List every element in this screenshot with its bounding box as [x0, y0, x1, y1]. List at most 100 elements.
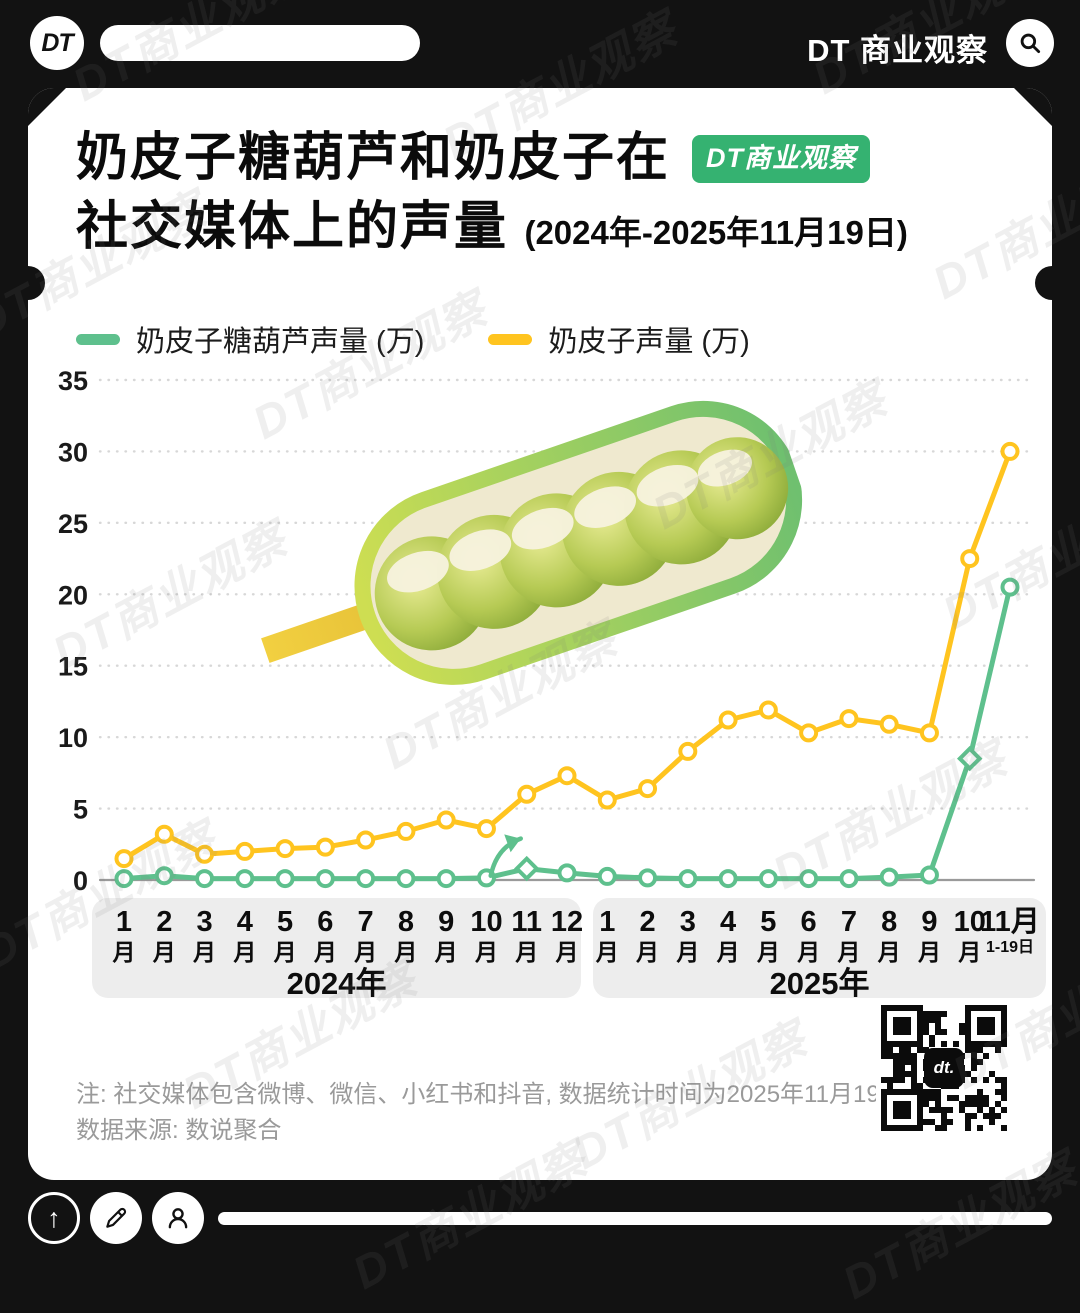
edit-button[interactable]: [90, 1192, 142, 1244]
y-tick-label: 30: [58, 437, 88, 467]
data-point: [114, 869, 134, 889]
data-source: 数据来源: 数说聚合: [76, 1117, 282, 1144]
data-point: [960, 549, 980, 569]
qr-code: dt.: [876, 1000, 1012, 1136]
legend-label: 奶皮子糖葫芦声量 (万): [136, 326, 425, 358]
data-point: [195, 869, 215, 889]
data-point: [638, 779, 658, 799]
dt-logo: DT: [30, 16, 84, 70]
month-label: 11 月: [511, 906, 543, 966]
data-point: [513, 855, 540, 882]
data-point: [154, 824, 174, 844]
profile-button[interactable]: [152, 1192, 204, 1244]
data-point: [356, 869, 376, 889]
data-point: [476, 819, 496, 839]
data-point: [517, 784, 537, 804]
data-point: [718, 869, 738, 889]
data-point: [436, 810, 456, 830]
data-point: [758, 869, 778, 889]
legend-item-naipizi: 奶皮子声量 (万): [488, 318, 750, 360]
data-point: [114, 849, 134, 869]
footnote: 注: 社交媒体包含微博、微信、小红书和抖音, 数据统计时间为2025年11月19…: [76, 1081, 904, 1108]
data-point: [1000, 441, 1020, 461]
data-point: [678, 741, 698, 761]
year-label: 2025年: [769, 966, 870, 1001]
scroll-top-button[interactable]: ↑: [28, 1192, 80, 1244]
chart-title: 奶皮子糖葫芦和奶皮子在 DT商业观察 社交媒体上的声量 (2024年-2025年1…: [76, 124, 1016, 261]
data-point: [879, 867, 899, 887]
data-point: [799, 869, 819, 889]
title-date-range: (2024年-2025年11月19日): [524, 213, 908, 251]
search-input[interactable]: [100, 25, 420, 61]
milk-skin-balls: [374, 437, 789, 651]
data-point: [557, 863, 577, 883]
search-button[interactable]: [1006, 19, 1054, 67]
up-arrow-icon: ↑: [47, 1202, 61, 1233]
data-point: [678, 869, 698, 889]
month-label: 11月 1-19日: [980, 906, 1040, 957]
data-point: [1000, 577, 1020, 597]
ticket-notch-left: [28, 266, 45, 300]
data-point: [235, 869, 255, 889]
chart-legend: 奶皮子糖葫芦声量 (万) 奶皮子声量 (万): [76, 318, 750, 360]
data-point: [839, 709, 859, 729]
data-point: [956, 745, 983, 772]
data-point: [638, 868, 658, 888]
data-point: [718, 710, 738, 730]
legend-item-tanghulu: 奶皮子糖葫芦声量 (万): [76, 318, 424, 360]
month-label: 10 月: [953, 906, 986, 966]
legend-swatch-green: [76, 333, 120, 345]
data-point: [195, 844, 215, 864]
data-point: [275, 839, 295, 859]
year-band: [92, 898, 582, 998]
y-tick-label: 5: [73, 795, 88, 825]
brand-title: DT 商业观察: [807, 33, 988, 68]
card-corner-cut-right: [1014, 88, 1052, 126]
data-point: [919, 723, 939, 743]
search-icon: [1020, 33, 1041, 54]
data-point: [839, 869, 859, 889]
data-point: [315, 869, 335, 889]
y-tick-label: 25: [58, 509, 88, 539]
data-point: [396, 869, 416, 889]
year-band: [593, 898, 1046, 998]
y-tick-label: 20: [58, 580, 88, 610]
annotation-arrowhead: [504, 834, 521, 853]
data-point: [356, 830, 376, 850]
infographic-card: 奶皮子糖葫芦和奶皮子在 DT商业观察 社交媒体上的声量 (2024年-2025年1…: [28, 88, 1052, 1180]
y-tick-label: 0: [73, 866, 88, 896]
person-icon: [168, 1208, 188, 1229]
data-point: [396, 821, 416, 841]
card-corner-cut-left: [28, 88, 66, 126]
qr-logo: dt.: [924, 1048, 964, 1088]
data-point: [758, 700, 778, 720]
year-label: 2024年: [286, 966, 387, 1001]
data-point: [436, 869, 456, 889]
data-point: [799, 723, 819, 743]
title-line2: 社交媒体上的声量: [76, 197, 509, 256]
pencil-icon: [106, 1207, 127, 1228]
data-point: [879, 714, 899, 734]
data-point: [919, 865, 939, 885]
comment-input-bar[interactable]: [218, 1212, 1052, 1225]
data-point: [235, 841, 255, 861]
legend-swatch-yellow: [488, 333, 533, 345]
y-tick-label: 10: [58, 723, 88, 753]
data-point: [597, 866, 617, 886]
